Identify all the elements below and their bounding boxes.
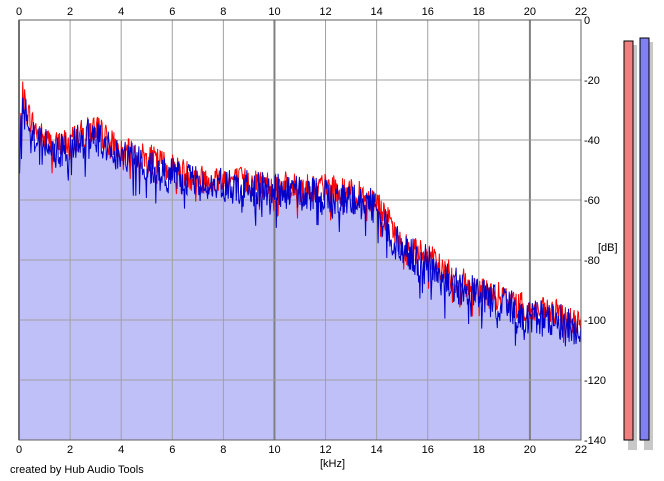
y-tick-label: 0 — [584, 15, 590, 27]
x-tick-label: 20 — [524, 444, 536, 456]
level-meter-left — [623, 40, 634, 441]
x-tick-label: 16 — [422, 444, 434, 456]
x-axis-label: [kHz] — [320, 458, 345, 470]
x-tick-label: 14 — [371, 444, 383, 456]
x-tick-label: 14 — [371, 6, 383, 18]
x-tick-label: 4 — [118, 6, 124, 18]
y-axis-label: [dB] — [598, 242, 618, 254]
x-tick-labels-bottom: 0 2 4 6 8 10 12 14 16 18 20 22 — [16, 444, 587, 456]
x-tick-label: 2 — [67, 444, 73, 456]
y-tick-label: -100 — [584, 315, 606, 327]
x-tick-label: 0 — [16, 6, 22, 18]
series-line-blue — [18, 97, 582, 347]
credit-text: created by Hub Audio Tools — [10, 464, 144, 476]
y-tick-label: -80 — [584, 255, 600, 267]
x-tick-label: 8 — [220, 6, 226, 18]
y-tick-label: -40 — [584, 135, 600, 147]
x-tick-label: 18 — [473, 444, 485, 456]
x-tick-label: 2 — [67, 6, 73, 18]
y-tick-labels: 0 -20 -40 -60 -80 -100 -120 -140 — [584, 15, 606, 447]
spectrum-series — [18, 81, 582, 347]
x-tick-label: 18 — [473, 6, 485, 18]
x-tick-label: 12 — [319, 444, 331, 456]
x-tick-label: 6 — [169, 6, 175, 18]
x-tick-label: 0 — [16, 444, 22, 456]
x-tick-label: 10 — [268, 6, 280, 18]
x-tick-label: 16 — [422, 6, 434, 18]
x-tick-label: 20 — [524, 6, 536, 18]
y-tick-label: -140 — [584, 435, 606, 447]
x-tick-label: 10 — [268, 444, 280, 456]
level-meters — [623, 37, 653, 450]
y-tick-label: -20 — [584, 75, 600, 87]
x-tick-labels-top: 0 2 4 6 8 10 12 14 16 18 20 22 — [16, 6, 587, 18]
y-tick-label: -60 — [584, 195, 600, 207]
level-meter-right — [639, 37, 650, 441]
x-tick-label: 22 — [575, 6, 587, 18]
x-tick-label: 4 — [118, 444, 124, 456]
x-tick-label: 12 — [319, 6, 331, 18]
y-tick-label: -120 — [584, 375, 606, 387]
x-tick-label: 22 — [575, 444, 587, 456]
x-tick-label: 6 — [169, 444, 175, 456]
x-tick-label: 8 — [220, 444, 226, 456]
plot-border — [18, 19, 582, 441]
